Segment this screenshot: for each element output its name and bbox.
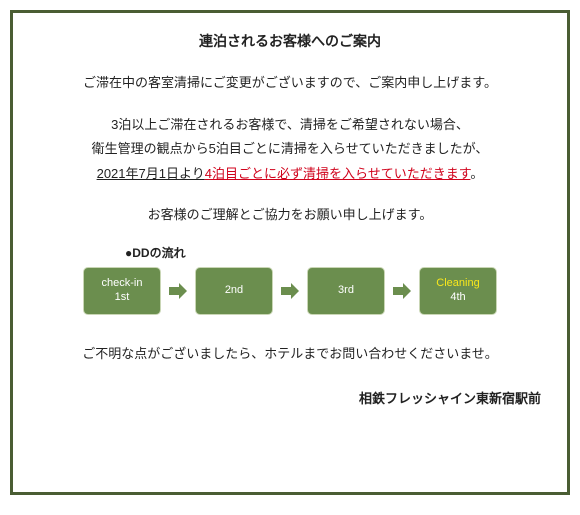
flow-box: 3rd <box>307 267 385 315</box>
flow-box-line1: check-in <box>102 277 143 291</box>
flow-box: check-in1st <box>83 267 161 315</box>
signature: 相鉄フレッシャイン東新宿駅前 <box>35 388 541 407</box>
flow-label: ●DDの流れ <box>125 244 545 261</box>
flow-box-cleaning: Cleaning4th <box>419 267 497 315</box>
flow-box-line1: 3rd <box>338 284 354 298</box>
policy-highlight: 4泊目ごとに必ず清掃を入らせていただきます <box>205 166 471 181</box>
arrow-icon <box>391 280 413 302</box>
inquiry-note: ご不明な点がございましたら、ホテルまでお問い合わせくださいませ。 <box>35 343 545 362</box>
page-title: 連泊されるお客様へのご案内 <box>35 31 545 51</box>
body-line-1: 3泊以上ご滞在されるお客様で、清掃をご希望されない場合、 <box>111 117 469 132</box>
flow-box: 2nd <box>195 267 273 315</box>
flow-box-line2: 1st <box>115 291 130 305</box>
flow-box-line1: Cleaning <box>436 277 479 291</box>
flow-diagram: check-in1st 2nd 3rd Cleaning4th <box>35 267 545 315</box>
arrow-icon <box>167 280 189 302</box>
body-line-2: 衛生管理の観点から5泊目ごとに清掃を入らせていただきましたが、 <box>92 141 489 156</box>
flow-box-line1: 2nd <box>225 284 243 298</box>
body-paragraph: 3泊以上ご滞在されるお客様で、清掃をご希望されない場合、 衛生管理の観点から5泊… <box>35 113 545 187</box>
arrow-icon <box>279 280 301 302</box>
effective-date: 2021年7月1日より <box>97 166 205 181</box>
period: 。 <box>470 166 483 181</box>
flow-box-line2: 4th <box>450 291 465 305</box>
intro-paragraph: ご滞在中の客室清掃にご変更がございますので、ご案内申し上げます。 <box>35 73 545 93</box>
notice-page: 連泊されるお客様へのご案内 ご滞在中の客室清掃にご変更がございますので、ご案内申… <box>10 10 570 495</box>
thanks-paragraph: お客様のご理解とご協力をお願い申し上げます。 <box>35 205 545 225</box>
